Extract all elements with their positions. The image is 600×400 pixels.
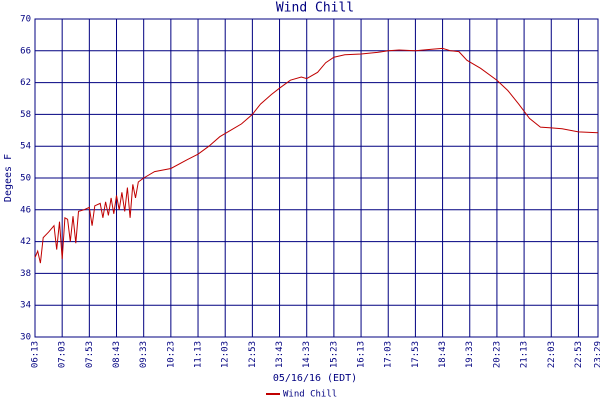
x-tick-label: 20:23 (492, 341, 502, 368)
x-tick-label: 17:03 (384, 341, 394, 368)
y-tick-label: 46 (20, 205, 31, 215)
x-tick-label: 09:33 (139, 341, 149, 368)
y-tick-label: 58 (20, 110, 31, 120)
x-tick-label: 21:13 (520, 341, 530, 368)
x-tick-label: 14:33 (302, 341, 312, 368)
x-tick-label: 07:53 (85, 341, 95, 368)
y-tick-label: 54 (20, 142, 31, 152)
x-tick-label: 12:53 (248, 341, 258, 368)
legend-label: Wind Chill (283, 390, 337, 400)
y-tick-label: 62 (20, 78, 31, 88)
x-tick-label: 06:13 (31, 341, 41, 368)
x-tick-label: 07:03 (58, 341, 68, 368)
y-tick-label: 38 (20, 269, 31, 279)
y-tick-label: 42 (20, 237, 31, 247)
y-axis-label: Degees F (3, 154, 14, 202)
data-line (34, 47, 599, 264)
x-tick-label: 22:53 (574, 341, 584, 368)
chart-title: Wind Chill (276, 1, 354, 16)
x-tick-label: 17:53 (411, 341, 421, 368)
y-tick-label: 50 (20, 174, 31, 184)
x-tick-label: 23:29 (594, 341, 600, 368)
x-tick-label: 22:03 (547, 341, 557, 368)
y-tick-label: 34 (20, 301, 31, 311)
y-tick-label: 66 (20, 46, 31, 56)
x-tick-label: 18:43 (438, 341, 448, 368)
x-tick-label: 19:33 (465, 341, 475, 368)
x-tick-label: 10:23 (166, 341, 176, 368)
x-tick-label: 11:13 (194, 341, 204, 368)
x-tick-label: 15:23 (329, 341, 339, 368)
x-tick-label: 13:43 (275, 341, 285, 368)
x-tick-label: 12:03 (221, 341, 231, 368)
y-tick-label: 70 (20, 15, 31, 25)
x-axis-label: 05/16/16 (EDT) (273, 373, 357, 384)
y-tick-label: 30 (20, 333, 31, 343)
x-tick-label: 16:13 (357, 341, 367, 368)
x-tick-label: 08:43 (112, 341, 122, 368)
